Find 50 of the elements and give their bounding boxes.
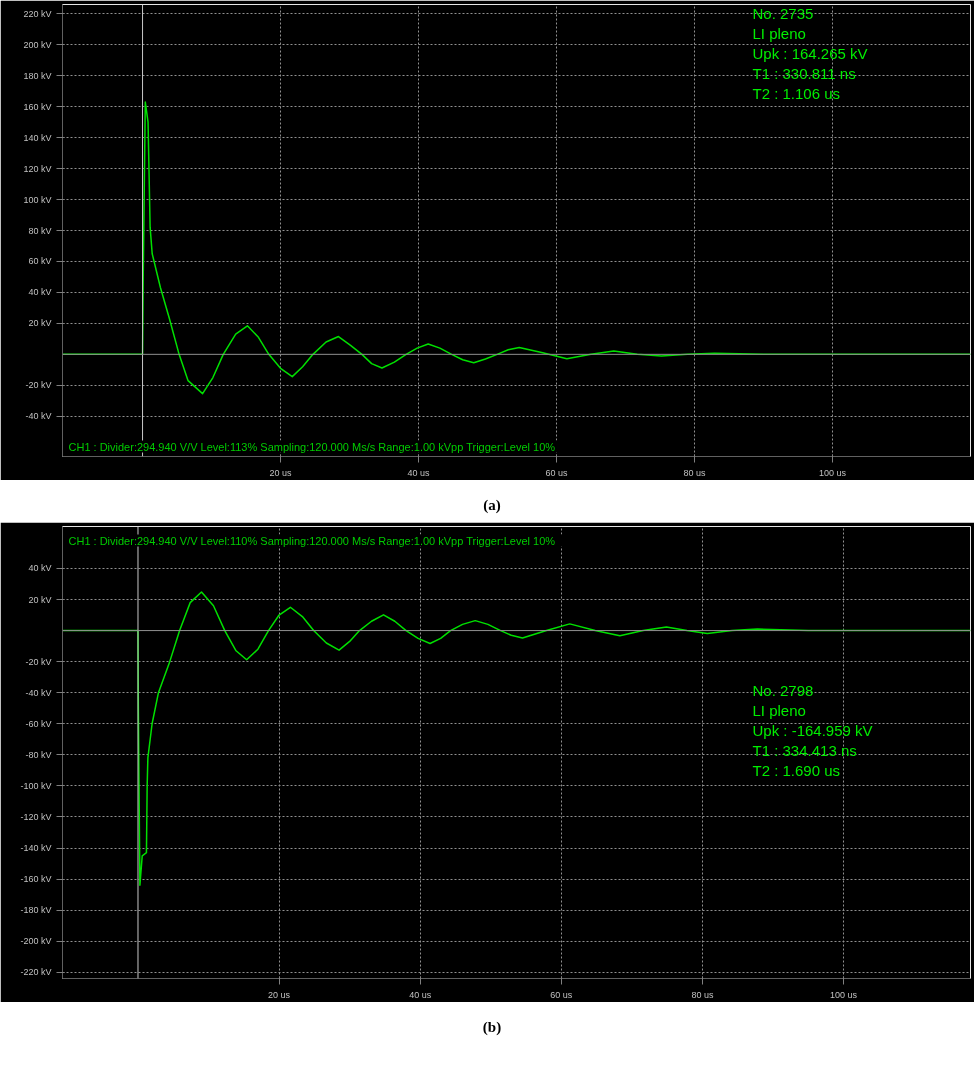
- annotation: No. 2798: [752, 681, 814, 699]
- y-tick-label: 20 kV: [28, 594, 52, 605]
- x-tick-label: 20 us: [269, 467, 293, 478]
- annotation: T1 : 330.811 ns: [752, 64, 856, 82]
- y-tick-label: -180 kV: [20, 905, 52, 916]
- x-tick-label: 60 us: [550, 989, 573, 1000]
- annotation: T2 : 1.106 us: [752, 84, 841, 102]
- y-tick-label: -20 kV: [25, 656, 52, 667]
- y-tick-label: 160 kV: [23, 101, 52, 112]
- y-tick-label: 140 kV: [23, 132, 52, 143]
- y-tick-label: 120 kV: [23, 163, 52, 174]
- y-tick-label: 20 kV: [28, 318, 52, 329]
- y-tick-label: 200 kV: [23, 39, 52, 50]
- annotation: CH1 : Divider:294.940 V/V Level:113% Sampling:120.000 Ms/s Range:1.00 kVpp Trigger:Level 10%: [68, 440, 556, 453]
- y-tick-label: 100 kV: [23, 194, 52, 205]
- x-tick-label: 40 us: [409, 989, 432, 1000]
- y-tick-label: 80 kV: [28, 225, 52, 236]
- x-tick-label: 60 us: [545, 467, 569, 478]
- y-tick-label: 60 kV: [28, 256, 52, 267]
- annotation: LI pleno: [752, 701, 806, 719]
- x-tick-label: 100 us: [819, 467, 847, 478]
- y-tick-label: -80 kV: [25, 749, 52, 760]
- annotation: No. 2735: [752, 4, 814, 22]
- x-tick-label: 80 us: [683, 467, 707, 478]
- y-tick-label: 40 kV: [28, 563, 52, 574]
- annotation: Upk : 164.265 kV: [752, 44, 868, 62]
- y-tick-label: -200 kV: [20, 936, 52, 947]
- x-tick-label: 20 us: [268, 989, 291, 1000]
- annotation: CH1 : Divider:294.940 V/V Level:110% Sampling:120.000 Ms/s Range:1.00 kVpp Trigger:Level 10%: [68, 534, 556, 547]
- y-tick-label: -40 kV: [25, 411, 52, 422]
- y-tick-label: -20 kV: [25, 380, 52, 391]
- y-tick-label: -160 kV: [20, 874, 52, 885]
- y-tick-label: -40 kV: [25, 687, 52, 698]
- y-tick-label: -140 kV: [20, 843, 52, 854]
- annotation: T2 : 1.690 us: [752, 761, 841, 779]
- y-tick-label: -220 kV: [20, 967, 52, 978]
- text: (b): [482, 1018, 502, 1037]
- text: (a): [483, 496, 501, 515]
- x-tick-label: 40 us: [407, 467, 431, 478]
- y-tick-label: 180 kV: [23, 70, 52, 81]
- x-tick-label: 80 us: [691, 989, 714, 1000]
- y-tick-label: 220 kV: [23, 8, 52, 19]
- x-tick-label: 100 us: [830, 989, 858, 1000]
- annotation: LI pleno: [752, 24, 806, 42]
- y-tick-label: -100 kV: [20, 780, 52, 791]
- annotation: Upk : -164.959 kV: [752, 721, 873, 739]
- annotation: T1 : 334.413 ns: [752, 741, 857, 759]
- y-tick-label: -60 kV: [25, 718, 52, 729]
- y-tick-label: 40 kV: [28, 287, 52, 298]
- y-tick-label: -120 kV: [20, 811, 52, 822]
